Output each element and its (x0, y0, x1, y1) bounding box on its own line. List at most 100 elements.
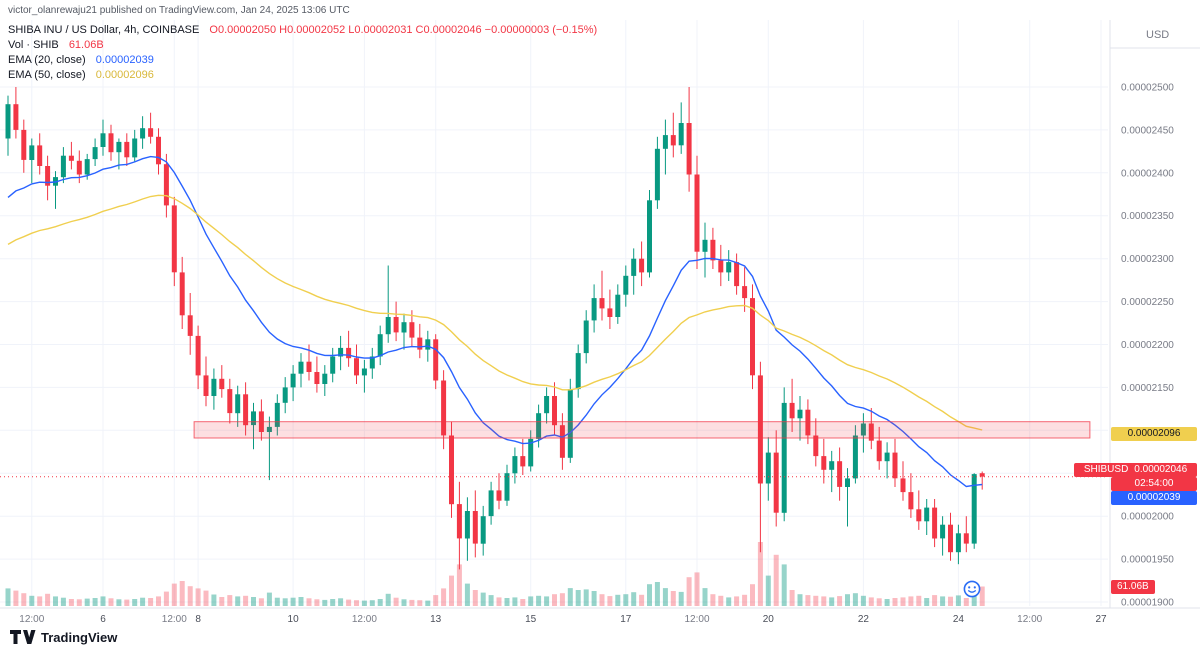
candle-body (607, 308, 613, 317)
volume-bar (852, 593, 858, 606)
volume-bar (757, 542, 763, 606)
volume-bar (734, 596, 740, 606)
candle-body (900, 478, 906, 493)
candle-body (195, 335, 201, 376)
candle-body (76, 160, 82, 175)
candle-body (219, 378, 225, 390)
volume-bar (884, 599, 890, 606)
volume-bar (53, 596, 58, 606)
volume-bar (5, 588, 11, 606)
volume-label[interactable]: Vol · SHIB (8, 39, 59, 51)
candle-body (916, 509, 922, 522)
volume-bar (607, 596, 613, 606)
tradingview-watermark[interactable]: TradingView (10, 630, 117, 645)
candle-body (68, 155, 74, 161)
time-axis-labels: 12:00 6 12:00 8 10 12:00 13 15 17 12:00 20 22 24 12:0… (19, 614, 1107, 625)
candle-body (433, 339, 439, 381)
volume-bar (726, 597, 732, 606)
volume-bar (955, 595, 961, 606)
ema20-price-badge: 0.00002039 (1111, 491, 1197, 505)
volume-bar (274, 597, 280, 606)
volume-bar (781, 564, 787, 606)
volume-bar (813, 595, 819, 606)
time-tick-label: 24 (953, 614, 965, 625)
legend-volume-row: Vol · SHIB 61.06B (8, 38, 597, 52)
candle-body (472, 511, 478, 544)
volume-bar (187, 586, 193, 606)
time-axis[interactable] (0, 609, 1110, 631)
ema20-label[interactable]: EMA (20, close) (8, 54, 86, 66)
volume-bar (742, 594, 748, 606)
candle-body (520, 456, 526, 467)
volume-bar (195, 588, 201, 606)
candle-body (37, 145, 43, 166)
candle-body (45, 166, 51, 186)
volume-bar (417, 600, 423, 606)
candle-body (235, 394, 241, 414)
volume-bar (948, 596, 953, 606)
candle-body (567, 389, 573, 458)
candle-body (163, 164, 169, 206)
candle-body (385, 317, 391, 335)
candle-body (5, 104, 11, 139)
candle-body (876, 440, 882, 462)
volume-bar (203, 590, 209, 606)
candle-body (314, 372, 320, 384)
volume-bar (116, 599, 122, 606)
sticker-icon[interactable] (963, 580, 981, 598)
candle-body (441, 380, 447, 436)
candle-body (480, 516, 486, 544)
volume-bar (76, 599, 82, 606)
candle-body (781, 402, 787, 513)
volume-value: 61.06B (68, 39, 104, 51)
candle-body (670, 135, 676, 146)
legend: SHIBA INU / US Dollar, 4h, COINBASE O0.0… (8, 23, 597, 83)
volume-bar (433, 595, 439, 606)
volume-bar (940, 596, 946, 606)
volume-bar (963, 598, 969, 606)
volume-bar (567, 588, 573, 606)
volume-bar (243, 595, 249, 606)
supply-zone-rect[interactable] (193, 421, 1091, 439)
volume-bar (60, 597, 66, 606)
volume-bar (45, 593, 51, 606)
volume-bar (13, 590, 19, 606)
ema50-line (7, 194, 983, 431)
volume-bar (338, 598, 344, 606)
candle-body (686, 123, 692, 175)
candle-body (84, 159, 90, 175)
volume-bar (314, 599, 320, 606)
price-axis[interactable] (1110, 20, 1200, 608)
volume-bar (789, 590, 795, 606)
candles-layer (5, 87, 985, 570)
candle-body (227, 389, 233, 414)
candle-body (544, 396, 550, 414)
candle-body (60, 155, 66, 178)
volume-bar (251, 597, 256, 606)
candle-body (647, 200, 652, 273)
axis-separators (0, 20, 1200, 609)
price-tick-label: 0.00002350 (1121, 211, 1174, 222)
candle-body (805, 409, 811, 436)
volume-bar (583, 589, 589, 606)
volume-bar (702, 588, 708, 606)
candle-body (425, 339, 431, 350)
candle-body (132, 138, 138, 158)
price-tick-label: 0.00002150 (1121, 383, 1174, 394)
time-tick-label: 12:00 (162, 614, 187, 625)
volume-bar (694, 572, 700, 606)
volume-bar (140, 597, 146, 606)
price-tick-label: 0.00001950 (1121, 555, 1174, 566)
ema50-label[interactable]: EMA (50, close) (8, 69, 86, 81)
symbol-title[interactable]: SHIBA INU / US Dollar, 4h, COINBASE (8, 24, 200, 36)
volume-bar (219, 597, 225, 606)
candle-body (813, 435, 819, 457)
volume-bar (599, 594, 605, 606)
price-axis-labels: USD 0.00002500 0.00002450 0.00002400 0.00002… (1121, 29, 1174, 609)
volume-bar (84, 598, 90, 606)
bar-countdown-badge: 02:54:00 (1111, 477, 1197, 491)
volume-bar (68, 599, 74, 606)
candle-body (552, 396, 557, 426)
